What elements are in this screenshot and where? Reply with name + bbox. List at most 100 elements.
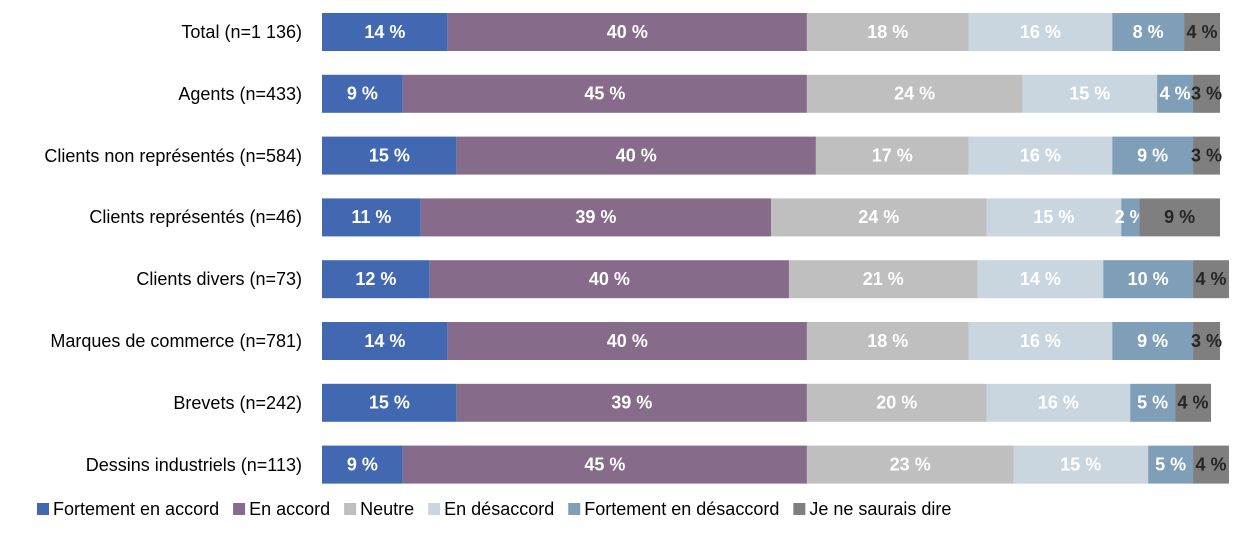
value-label: 9 % <box>1137 145 1168 165</box>
bar-segment <box>1193 322 1220 360</box>
category-label: Dessins industriels (n=113) <box>85 454 302 475</box>
bar-segment <box>322 74 403 113</box>
value-label: 8 % <box>1133 22 1164 42</box>
value-label: 12 % <box>355 269 396 289</box>
value-label: 40 % <box>607 331 648 351</box>
value-label: 24 % <box>858 207 899 227</box>
bar-segment <box>986 383 1131 422</box>
category-label: Total (n=1 136) <box>181 22 302 42</box>
bar-segment <box>977 260 1104 299</box>
bar-segment <box>1130 383 1176 422</box>
value-label: 16 % <box>1020 331 1061 351</box>
value-label: 40 % <box>607 22 648 42</box>
value-label: 4 % <box>1160 84 1191 104</box>
value-label: 5 % <box>1155 454 1186 474</box>
bar-segment <box>1139 198 1220 237</box>
bar-segment <box>1112 136 1194 175</box>
value-label: 45 % <box>584 454 625 474</box>
value-label: 16 % <box>1038 393 1079 413</box>
value-label: 11 % <box>351 207 391 227</box>
bar-segment <box>1013 445 1149 484</box>
bar-segment <box>1022 74 1158 113</box>
value-label: 4 % <box>1178 393 1209 413</box>
bar-segment <box>429 260 789 299</box>
bar-segment <box>456 136 816 175</box>
category-label: Clients divers (n=73) <box>136 269 302 290</box>
value-label: 3 % <box>1191 145 1222 165</box>
bar-segment <box>322 136 457 175</box>
bar-segment <box>1184 13 1220 51</box>
bar-segment <box>322 445 403 484</box>
bar-segment <box>1193 136 1220 175</box>
bar-segment <box>1112 322 1194 360</box>
value-label: 2 % <box>1115 207 1146 227</box>
value-label: 40 % <box>589 269 630 289</box>
bar-segment <box>402 74 807 113</box>
bar-segment <box>806 13 969 51</box>
bar-segment <box>788 260 978 299</box>
bar-segment <box>1175 383 1212 422</box>
value-label: 4 % <box>1187 22 1218 42</box>
legend-label: Je ne saurais dire <box>809 499 951 519</box>
category-label: Clients représentés (n=46) <box>89 207 302 228</box>
value-label: 15 % <box>369 145 410 165</box>
value-label: 18 % <box>867 22 908 42</box>
value-label: 45 % <box>584 84 625 104</box>
value-label: 4 % <box>1196 454 1227 474</box>
bar-segment <box>1157 74 1194 113</box>
bar-segment <box>806 74 1023 113</box>
legend-label: En accord <box>249 499 330 519</box>
bar-segment <box>322 383 457 422</box>
legend-label: Neutre <box>360 499 414 519</box>
value-label: 16 % <box>1020 145 1061 165</box>
value-label: 14 % <box>364 22 405 42</box>
value-label: 15 % <box>1033 207 1074 227</box>
bar-segment <box>986 198 1122 237</box>
value-label: 20 % <box>876 393 917 413</box>
legend-swatch <box>793 503 806 515</box>
value-label: 10 % <box>1128 269 1169 289</box>
bar-segment <box>322 260 430 299</box>
bar-segment <box>1193 445 1229 484</box>
bar-segment <box>968 13 1113 51</box>
legend-swatch <box>233 503 246 515</box>
bar-segment <box>968 322 1113 360</box>
legend-label: En désaccord <box>444 499 554 519</box>
legend-label: Fortement en accord <box>53 499 219 519</box>
bar-segment <box>806 445 1014 484</box>
value-label: 40 % <box>616 145 657 165</box>
value-label: 9 % <box>347 454 378 474</box>
bar-segment <box>771 198 987 237</box>
legend-swatch <box>344 503 357 515</box>
bar-segment <box>1193 260 1229 299</box>
bar-segment <box>968 136 1113 175</box>
value-label: 16 % <box>1020 22 1061 42</box>
value-label: 3 % <box>1191 331 1222 351</box>
value-label: 15 % <box>369 393 410 413</box>
value-label: 15 % <box>1069 84 1110 104</box>
legend-swatch <box>568 503 581 515</box>
value-label: 24 % <box>894 84 935 104</box>
bar-segment <box>447 322 807 360</box>
bar-segment <box>420 198 771 237</box>
bar-segment <box>1112 13 1185 51</box>
legend-swatch <box>37 503 49 515</box>
value-label: 39 % <box>611 393 652 413</box>
category-label: Clients non représentés (n=584) <box>44 145 302 166</box>
value-label: 4 % <box>1196 269 1227 289</box>
bar-segment <box>447 13 807 51</box>
bar-segment <box>322 13 448 51</box>
bar-segment <box>815 136 969 175</box>
value-label: 3 % <box>1191 84 1222 104</box>
category-label: Agents (n=433) <box>178 83 302 104</box>
value-label: 5 % <box>1137 393 1168 413</box>
value-label: 17 % <box>872 145 913 165</box>
value-label: 9 % <box>347 84 378 104</box>
bar-segment <box>1121 198 1140 237</box>
category-label: Brevets (n=242) <box>173 392 302 413</box>
value-label: 23 % <box>890 454 931 474</box>
value-label: 14 % <box>1020 269 1061 289</box>
bar-segment <box>1193 74 1220 113</box>
